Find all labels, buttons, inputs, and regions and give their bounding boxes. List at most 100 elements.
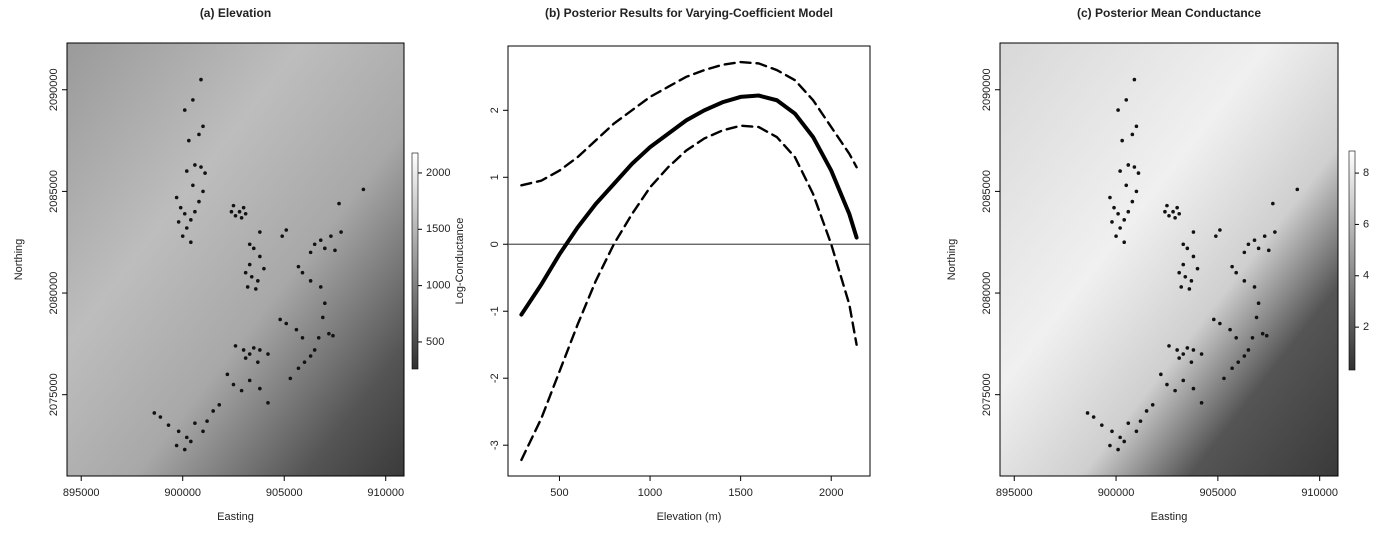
point xyxy=(258,386,262,391)
point xyxy=(1273,230,1277,234)
point xyxy=(1199,352,1204,356)
point xyxy=(166,423,171,427)
point xyxy=(1189,279,1194,283)
point xyxy=(1246,242,1251,247)
point xyxy=(243,211,248,216)
point xyxy=(278,317,282,322)
point xyxy=(1100,423,1104,427)
y-tick-label: 2080000 xyxy=(48,272,60,315)
point xyxy=(1191,254,1196,259)
point xyxy=(318,285,323,289)
point xyxy=(331,333,335,338)
point xyxy=(329,234,333,238)
point xyxy=(1242,354,1247,358)
point xyxy=(1118,435,1122,440)
point xyxy=(180,234,185,238)
point xyxy=(1124,183,1129,188)
point xyxy=(1130,199,1135,204)
colorbar-tick-label: 1000 xyxy=(426,280,450,292)
y-axis-title: Northing xyxy=(946,239,958,281)
point xyxy=(1295,187,1300,192)
x-tick-label: 910000 xyxy=(1301,487,1338,499)
point xyxy=(247,262,252,267)
point xyxy=(318,238,323,242)
point xyxy=(189,218,193,222)
point xyxy=(1091,415,1096,419)
x-tick-label: 895000 xyxy=(63,487,100,499)
y-tick-label: -1 xyxy=(489,306,501,316)
point xyxy=(239,388,244,393)
point xyxy=(174,195,179,200)
chart-title: (c) Posterior Mean Conductance xyxy=(1077,6,1261,20)
point xyxy=(243,270,248,275)
colorbar xyxy=(1348,150,1356,371)
point xyxy=(1260,331,1265,336)
point xyxy=(233,213,238,218)
point xyxy=(1191,386,1196,391)
point xyxy=(1264,333,1269,338)
point xyxy=(1230,264,1234,269)
point xyxy=(1122,439,1127,444)
point xyxy=(1256,246,1261,251)
point xyxy=(1218,228,1222,232)
point xyxy=(197,199,201,204)
point xyxy=(1134,429,1139,434)
point xyxy=(199,77,203,82)
point xyxy=(300,335,305,340)
point xyxy=(174,443,179,448)
point xyxy=(182,108,187,112)
point xyxy=(1175,205,1179,210)
point xyxy=(284,228,289,232)
colorbar-tick-label: 6 xyxy=(1363,218,1369,230)
point xyxy=(1173,388,1177,393)
point xyxy=(1222,376,1226,381)
x-axis-title: Easting xyxy=(217,511,254,523)
point xyxy=(1165,382,1169,387)
point xyxy=(243,356,248,360)
colorbar-tick-label: 2000 xyxy=(426,167,450,179)
point xyxy=(1122,240,1127,245)
point xyxy=(1234,335,1238,340)
point xyxy=(176,429,181,434)
x-tick-label: 500 xyxy=(550,487,568,499)
series-line xyxy=(519,93,859,317)
point xyxy=(1126,163,1131,167)
point xyxy=(251,346,256,350)
point xyxy=(280,234,284,238)
point xyxy=(256,360,260,364)
point xyxy=(1199,401,1204,405)
point xyxy=(201,189,205,194)
point xyxy=(1181,242,1186,247)
point xyxy=(327,331,331,336)
point xyxy=(1116,211,1120,216)
point xyxy=(1242,250,1247,255)
y-tick-label: -3 xyxy=(489,440,501,450)
point xyxy=(247,378,252,383)
point xyxy=(1144,409,1149,413)
point xyxy=(308,354,313,358)
point xyxy=(1167,344,1171,348)
point xyxy=(1177,270,1181,275)
point xyxy=(1138,419,1143,423)
point xyxy=(1130,132,1135,137)
point xyxy=(361,187,366,192)
point xyxy=(1163,209,1167,214)
point xyxy=(184,226,189,230)
point xyxy=(152,411,157,415)
point xyxy=(233,344,238,348)
raster-map xyxy=(67,43,404,476)
point xyxy=(1150,403,1155,407)
point xyxy=(1271,201,1275,206)
x-tick-label: 2000 xyxy=(819,487,843,499)
point xyxy=(333,248,337,253)
point xyxy=(199,165,203,169)
point xyxy=(241,348,246,352)
point xyxy=(239,216,244,220)
colorbar-tick-label: 1500 xyxy=(426,223,450,235)
point xyxy=(1171,209,1175,214)
point xyxy=(197,132,201,137)
point xyxy=(1236,360,1241,364)
point xyxy=(1230,366,1234,371)
y-tick-label: 2090000 xyxy=(981,68,993,111)
point xyxy=(237,209,242,214)
